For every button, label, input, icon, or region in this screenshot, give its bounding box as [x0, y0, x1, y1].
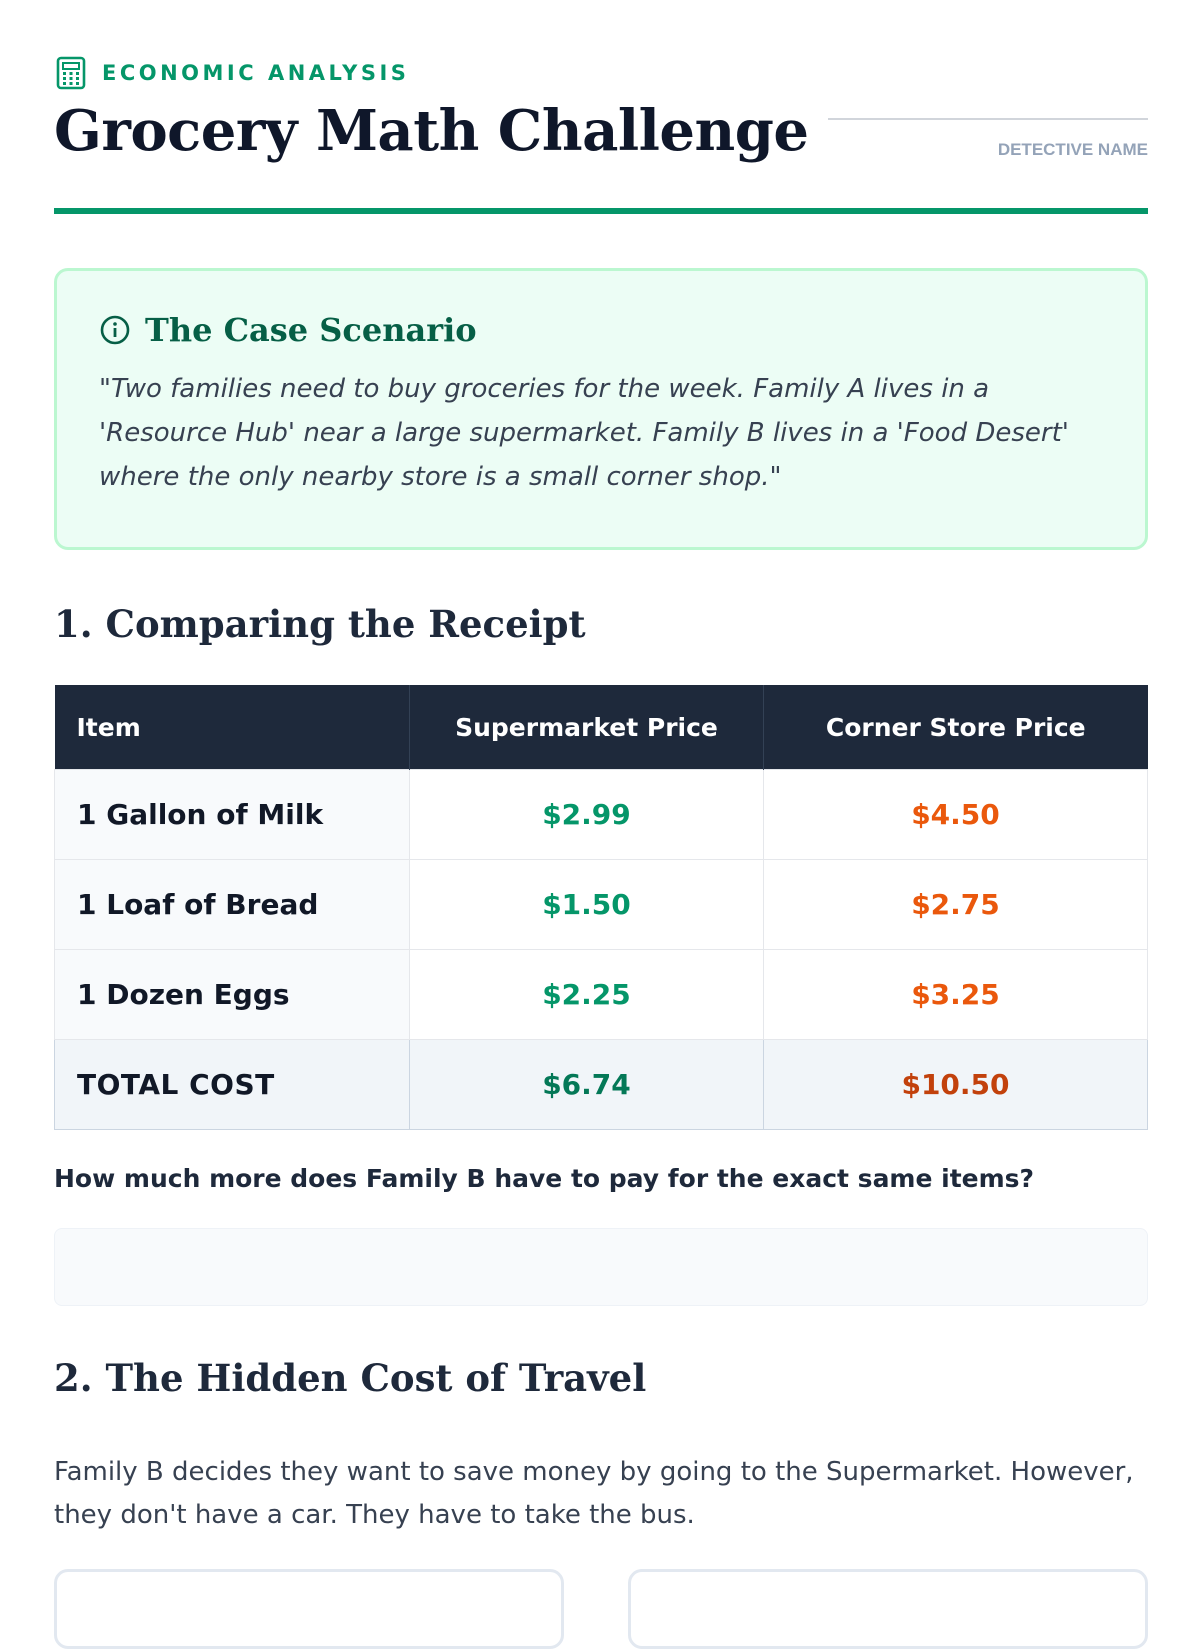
corner-store-price-cell: $2.75: [763, 859, 1148, 950]
supermarket-price-cell: $2.25: [409, 949, 764, 1040]
detective-name-line[interactable]: [828, 118, 1148, 120]
item-cell: 1 Loaf of Bread: [54, 859, 410, 950]
column-header-supermarket: Supermarket Price: [409, 685, 764, 770]
total-row: TOTAL COST $6.74 $10.50: [54, 1039, 1148, 1130]
column-header-item: Item: [54, 685, 410, 770]
worksheet-page: ECONOMIC ANALYSIS Grocery Math Challenge…: [54, 0, 1148, 1649]
supermarket-total-cell: $6.74: [409, 1039, 764, 1130]
info-icon: [100, 315, 130, 345]
travel-card-right: [628, 1569, 1148, 1649]
supermarket-price-cell: $2.99: [409, 769, 764, 860]
section-2-title: 2. The Hidden Cost of Travel: [54, 1356, 647, 1400]
scenario-text: "Two families need to buy groceries for …: [99, 374, 1069, 492]
page-title: Grocery Math Challenge: [54, 98, 809, 164]
item-cell: 1 Gallon of Milk: [54, 769, 410, 860]
scenario-box: The Case Scenario "Two families need to …: [54, 268, 1148, 550]
travel-card-left: [54, 1569, 564, 1649]
total-label-cell: TOTAL COST: [54, 1039, 410, 1130]
table-row: 1 Dozen Eggs $2.25 $3.25: [54, 949, 1148, 1040]
section-2-text: Family B decides they want to save money…: [54, 1457, 1134, 1530]
section-1-title: 1. Comparing the Receipt: [54, 602, 586, 646]
table-row: 1 Loaf of Bread $1.50 $2.75: [54, 859, 1148, 950]
corner-store-price-cell: $3.25: [763, 949, 1148, 1040]
detective-name-label: DETECTIVE NAME: [997, 140, 1148, 159]
scenario-title: The Case Scenario: [145, 311, 477, 349]
supermarket-price-cell: $1.50: [409, 859, 764, 950]
table-row: 1 Gallon of Milk $2.99 $4.50: [54, 769, 1148, 860]
price-comparison-table: Item Supermarket Price Corner Store Pric…: [54, 685, 1148, 1130]
table-header-row: Item Supermarket Price Corner Store Pric…: [54, 685, 1148, 770]
header-divider: [54, 208, 1148, 214]
kicker: ECONOMIC ANALYSIS: [54, 56, 409, 90]
corner-store-price-cell: $4.50: [763, 769, 1148, 860]
kicker-label: ECONOMIC ANALYSIS: [102, 61, 410, 85]
item-cell: 1 Dozen Eggs: [54, 949, 410, 1040]
scenario-header: The Case Scenario: [99, 311, 1103, 349]
worksheet-header: ECONOMIC ANALYSIS Grocery Math Challenge…: [54, 0, 1148, 215]
calculator-icon: [56, 56, 86, 90]
answer-input-box[interactable]: [54, 1228, 1148, 1306]
corner-store-total-cell: $10.50: [763, 1039, 1148, 1130]
question-1: How much more does Family B have to pay …: [54, 1164, 1035, 1193]
column-header-corner-store: Corner Store Price: [763, 685, 1148, 770]
